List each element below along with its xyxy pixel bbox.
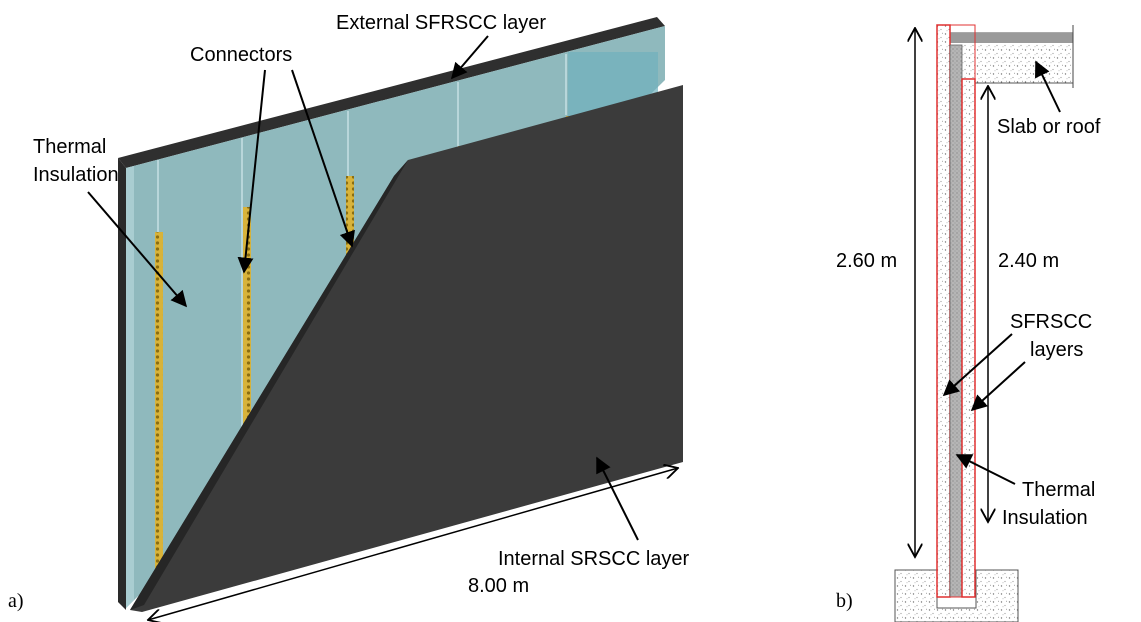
label-height-inner: 2.40 m	[998, 250, 1059, 272]
arrow-sfrscc-2	[970, 361, 1026, 412]
panel-a-tag: a)	[8, 590, 24, 612]
panel-b: 2.60 m 2.40 m Slab or roof SFRSCC layers…	[836, 24, 1101, 622]
label-sfrscc-l2: layers	[1030, 339, 1083, 361]
outer-sfrscc-layer	[936, 24, 951, 598]
external-layer-top-edge	[118, 17, 665, 168]
dimension-length	[148, 468, 678, 620]
label-external-layer: External SFRSCC layer	[336, 12, 546, 34]
label-height-total: 2.60 m	[836, 250, 897, 272]
external-layer-side	[118, 158, 126, 610]
panel-b-tag: b)	[836, 590, 853, 612]
insulation-core	[949, 44, 963, 598]
arrow-slab	[1035, 60, 1061, 113]
connector-2	[243, 207, 251, 435]
label-thermal-insulation-l2: Insulation	[33, 164, 119, 186]
arrow-connectors-1	[237, 69, 266, 274]
label-internal-layer: Internal SRSCC layer	[498, 548, 690, 570]
inner-sfrscc-layer	[961, 78, 976, 598]
label-slab: Slab or roof	[997, 116, 1101, 138]
label-thermal-insulation-l1: Thermal	[33, 136, 106, 158]
arrow-thermal	[955, 454, 1016, 485]
panel-a: External SFRSCC layer Connectors Thermal…	[8, 12, 690, 620]
insulation-left-face	[126, 166, 134, 608]
wall-red-outline	[936, 24, 976, 598]
arrow-external-layer	[450, 35, 489, 80]
label-thermal-l2: Insulation	[1002, 507, 1088, 529]
label-thermal-l1: Thermal	[1022, 479, 1095, 501]
arrow-thermal-insulation	[87, 191, 188, 308]
label-connectors: Connectors	[190, 44, 292, 66]
label-length: 8.00 m	[468, 575, 529, 597]
connector-1	[155, 232, 163, 604]
arrow-connectors-2	[291, 69, 355, 248]
slab-top-strip	[948, 33, 1073, 43]
arrow-sfrscc-1	[942, 333, 1013, 397]
connector-3	[346, 176, 354, 256]
label-sfrscc-l1: SFRSCC	[1010, 311, 1092, 333]
